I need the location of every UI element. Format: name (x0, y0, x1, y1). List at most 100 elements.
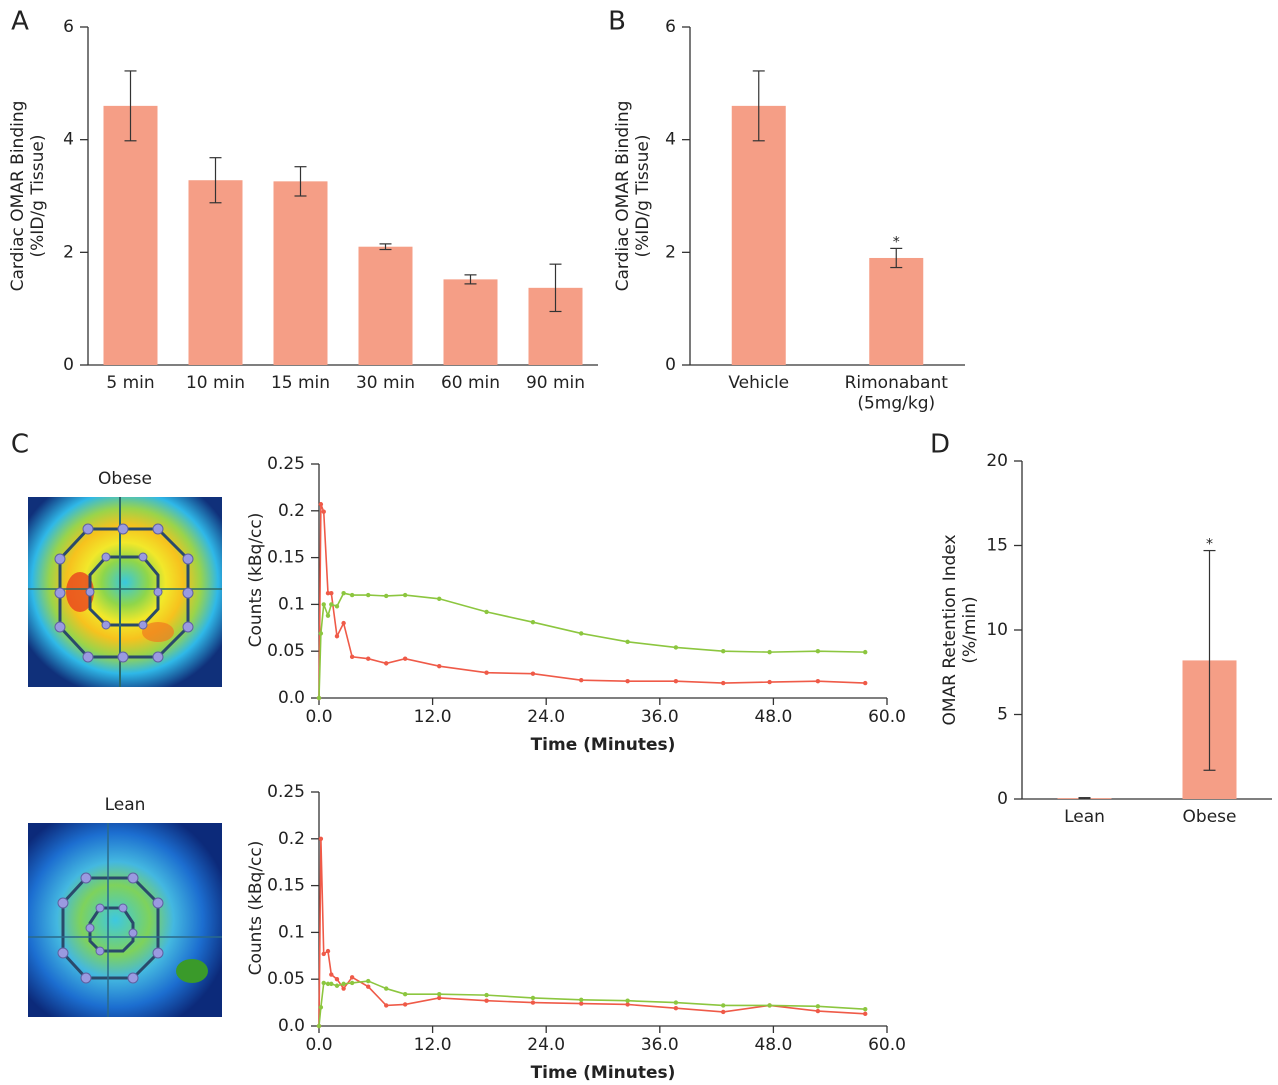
series-line (319, 839, 865, 1026)
x-tick-label: Obese (1183, 807, 1237, 827)
y-tick-label: 0.2 (278, 501, 305, 521)
y-tick-label: 2 (63, 242, 74, 262)
image-label: Obese (98, 469, 152, 489)
x-tick-label: Vehicle (728, 373, 789, 393)
series-point (341, 621, 345, 625)
series-point (625, 679, 629, 683)
series-point (326, 613, 330, 617)
x-tick-label: 0.0 (305, 1035, 332, 1055)
panel-label: A (11, 7, 29, 37)
series-point (579, 631, 583, 635)
bar (732, 106, 786, 365)
x-tick-label: Lean (1064, 807, 1105, 827)
series-point (863, 681, 867, 685)
series-point (403, 1002, 407, 1006)
series-point (863, 1012, 867, 1016)
y-tick-label: 0.05 (267, 969, 305, 989)
figure: ACardiac OMAR Binding(%ID/g Tissue)02465… (0, 0, 1278, 1085)
x-tick-label: 0.0 (305, 707, 332, 727)
y-tick-label: 0.0 (278, 688, 305, 708)
series-point (484, 671, 488, 675)
x-tick-label: 12.0 (414, 1035, 452, 1055)
series-point (319, 1005, 323, 1009)
series-point (625, 999, 629, 1003)
series-point (403, 656, 407, 660)
bar (869, 258, 923, 365)
y-tick-label: 0.1 (278, 594, 305, 614)
y-tick-label: 15 (986, 536, 1008, 556)
x-tick-label: 24.0 (527, 1035, 565, 1055)
x-tick-label: Rimonabant(5mg/kg) (845, 373, 949, 413)
y-tick-label: 0.15 (267, 548, 305, 568)
bar (359, 247, 413, 365)
significance-marker: * (1206, 537, 1213, 553)
series-point (341, 986, 345, 990)
series-point (721, 1010, 725, 1014)
x-tick-label: 15 min (271, 373, 330, 393)
series-point (625, 640, 629, 644)
series-point (366, 984, 370, 988)
series-point (403, 593, 407, 597)
series-point (767, 650, 771, 654)
x-tick-label: 60 min (441, 373, 500, 393)
series-point (319, 502, 323, 506)
series-point (579, 678, 583, 682)
x-tick-label: 60.0 (868, 1035, 906, 1055)
series-point (816, 679, 820, 683)
series-point (322, 510, 326, 514)
y-tick-label: 0.1 (278, 922, 305, 942)
y-tick-label: 0 (997, 789, 1008, 809)
lean-pet-image (28, 823, 222, 1017)
series-point (579, 1001, 583, 1005)
obese-pet-image (28, 497, 222, 687)
panel-label: D (930, 430, 950, 460)
series-point (437, 664, 441, 668)
series-point (531, 671, 535, 675)
series-point (341, 591, 345, 595)
y-tick-label: 5 (997, 705, 1008, 725)
y-tick-label: 0.0 (278, 1016, 305, 1036)
x-tick-label: 36.0 (641, 1035, 679, 1055)
y-tick-label: 4 (63, 130, 74, 150)
series-point (674, 679, 678, 683)
series-point (721, 649, 725, 653)
series-point (319, 837, 323, 841)
series-point (816, 1004, 820, 1008)
x-axis-label: Time (Minutes) (531, 1063, 676, 1083)
y-tick-label: 0.2 (278, 829, 305, 849)
series-point (816, 1009, 820, 1013)
series-point (317, 1024, 321, 1028)
y-axis-label: Counts (kBq/cc) (246, 513, 266, 648)
series-point (329, 982, 333, 986)
y-tick-label: 6 (63, 17, 74, 37)
series-point (329, 602, 333, 606)
image-label: Lean (105, 795, 146, 815)
series-point (322, 952, 326, 956)
series-point (335, 984, 339, 988)
x-tick-label: 36.0 (641, 707, 679, 727)
series-point (326, 949, 330, 953)
series-point (322, 981, 326, 985)
significance-marker: * (893, 234, 900, 250)
series-point (721, 1003, 725, 1007)
x-tick-label: 90 min (526, 373, 585, 393)
x-tick-label: 30 min (356, 373, 415, 393)
series-point (350, 655, 354, 659)
y-tick-label: 2 (665, 242, 676, 262)
series-point (437, 597, 441, 601)
series-point (335, 604, 339, 608)
y-tick-label: 6 (665, 17, 676, 37)
series-point (322, 602, 326, 606)
series-point (341, 982, 345, 986)
panel-label: C (11, 430, 29, 460)
y-tick-label: 0 (665, 355, 676, 375)
series-point (366, 979, 370, 983)
series-point (484, 993, 488, 997)
series-point (366, 656, 370, 660)
series-point (350, 593, 354, 597)
y-tick-label: 10 (986, 620, 1008, 640)
series-point (531, 996, 535, 1000)
series-point (484, 610, 488, 614)
x-tick-label: 48.0 (754, 707, 792, 727)
series-point (384, 986, 388, 990)
